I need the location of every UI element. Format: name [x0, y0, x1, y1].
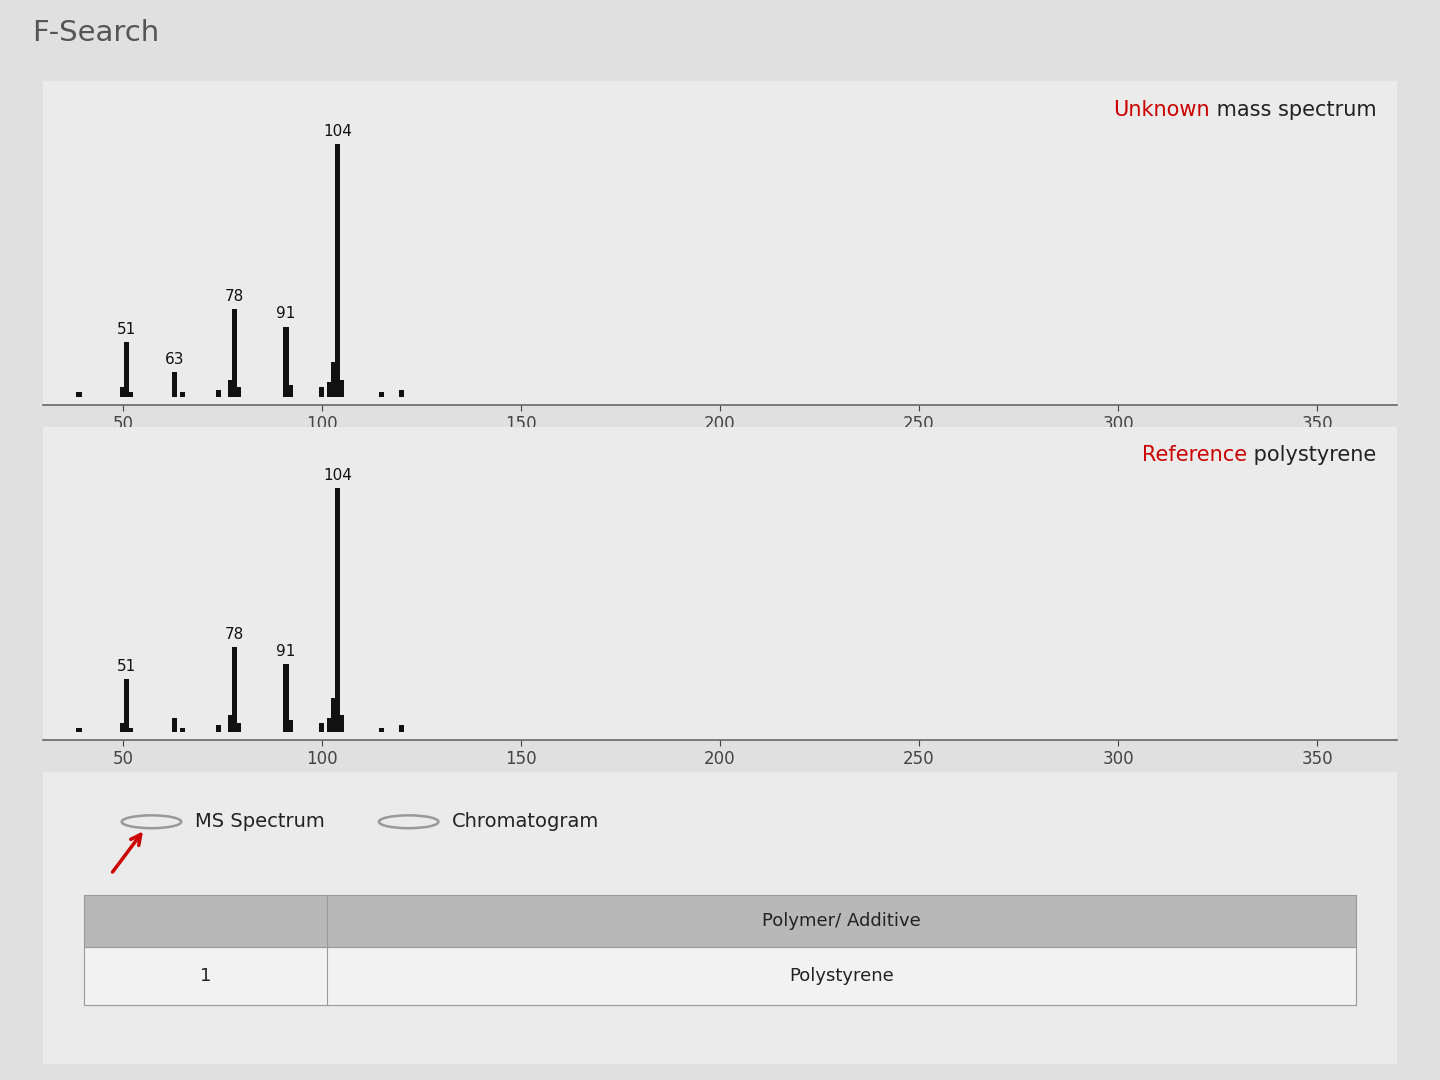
Bar	[216, 390, 220, 397]
Bar	[320, 388, 324, 397]
Bar	[379, 728, 384, 732]
Bar	[232, 309, 238, 397]
Bar	[331, 362, 337, 397]
Bar	[76, 728, 82, 732]
Bar	[336, 145, 340, 397]
Bar	[120, 388, 125, 397]
Text: 78: 78	[225, 288, 243, 303]
Text: 91: 91	[276, 644, 295, 659]
Bar	[284, 664, 288, 732]
Bar	[236, 388, 240, 397]
Bar	[288, 720, 292, 732]
Text: 63: 63	[164, 352, 184, 367]
Bar	[327, 718, 333, 732]
Text: 78: 78	[225, 626, 243, 642]
Bar	[84, 947, 1356, 1005]
Text: 91: 91	[276, 307, 295, 322]
Bar	[336, 488, 340, 732]
Text: 104: 104	[324, 124, 353, 139]
Bar	[171, 373, 177, 397]
Bar	[232, 647, 238, 732]
Bar	[76, 392, 82, 397]
Bar	[228, 715, 233, 732]
Bar	[331, 698, 337, 732]
Bar	[180, 728, 186, 732]
Text: mass spectrum: mass spectrum	[1210, 100, 1377, 121]
Bar	[216, 725, 220, 732]
Bar	[84, 894, 1356, 947]
Text: Chromatogram: Chromatogram	[452, 812, 599, 832]
Bar	[379, 392, 384, 397]
Bar	[124, 341, 130, 397]
Bar	[320, 723, 324, 732]
Bar	[288, 384, 292, 397]
Text: F-Search: F-Search	[32, 18, 158, 46]
Bar	[340, 380, 344, 397]
Text: MS Spectrum: MS Spectrum	[194, 812, 324, 832]
Bar	[124, 678, 130, 732]
Text: 1: 1	[200, 968, 212, 985]
Text: 51: 51	[117, 322, 137, 337]
Bar	[327, 382, 333, 397]
Text: 104: 104	[324, 468, 353, 483]
Bar	[399, 390, 405, 397]
Bar	[228, 380, 233, 397]
Bar	[284, 326, 288, 397]
Bar	[180, 392, 186, 397]
Bar	[399, 725, 405, 732]
Bar	[236, 723, 240, 732]
Bar	[120, 723, 125, 732]
Bar	[128, 392, 134, 397]
Text: Polymer/ Additive: Polymer/ Additive	[762, 912, 922, 930]
Text: 51: 51	[117, 659, 137, 674]
Bar	[128, 728, 134, 732]
Bar	[340, 715, 344, 732]
Text: Polystyrene: Polystyrene	[789, 968, 894, 985]
Text: Reference: Reference	[1142, 445, 1247, 465]
Text: polystyrene: polystyrene	[1247, 445, 1377, 465]
Bar	[171, 718, 177, 732]
Text: Unknown: Unknown	[1113, 100, 1210, 121]
